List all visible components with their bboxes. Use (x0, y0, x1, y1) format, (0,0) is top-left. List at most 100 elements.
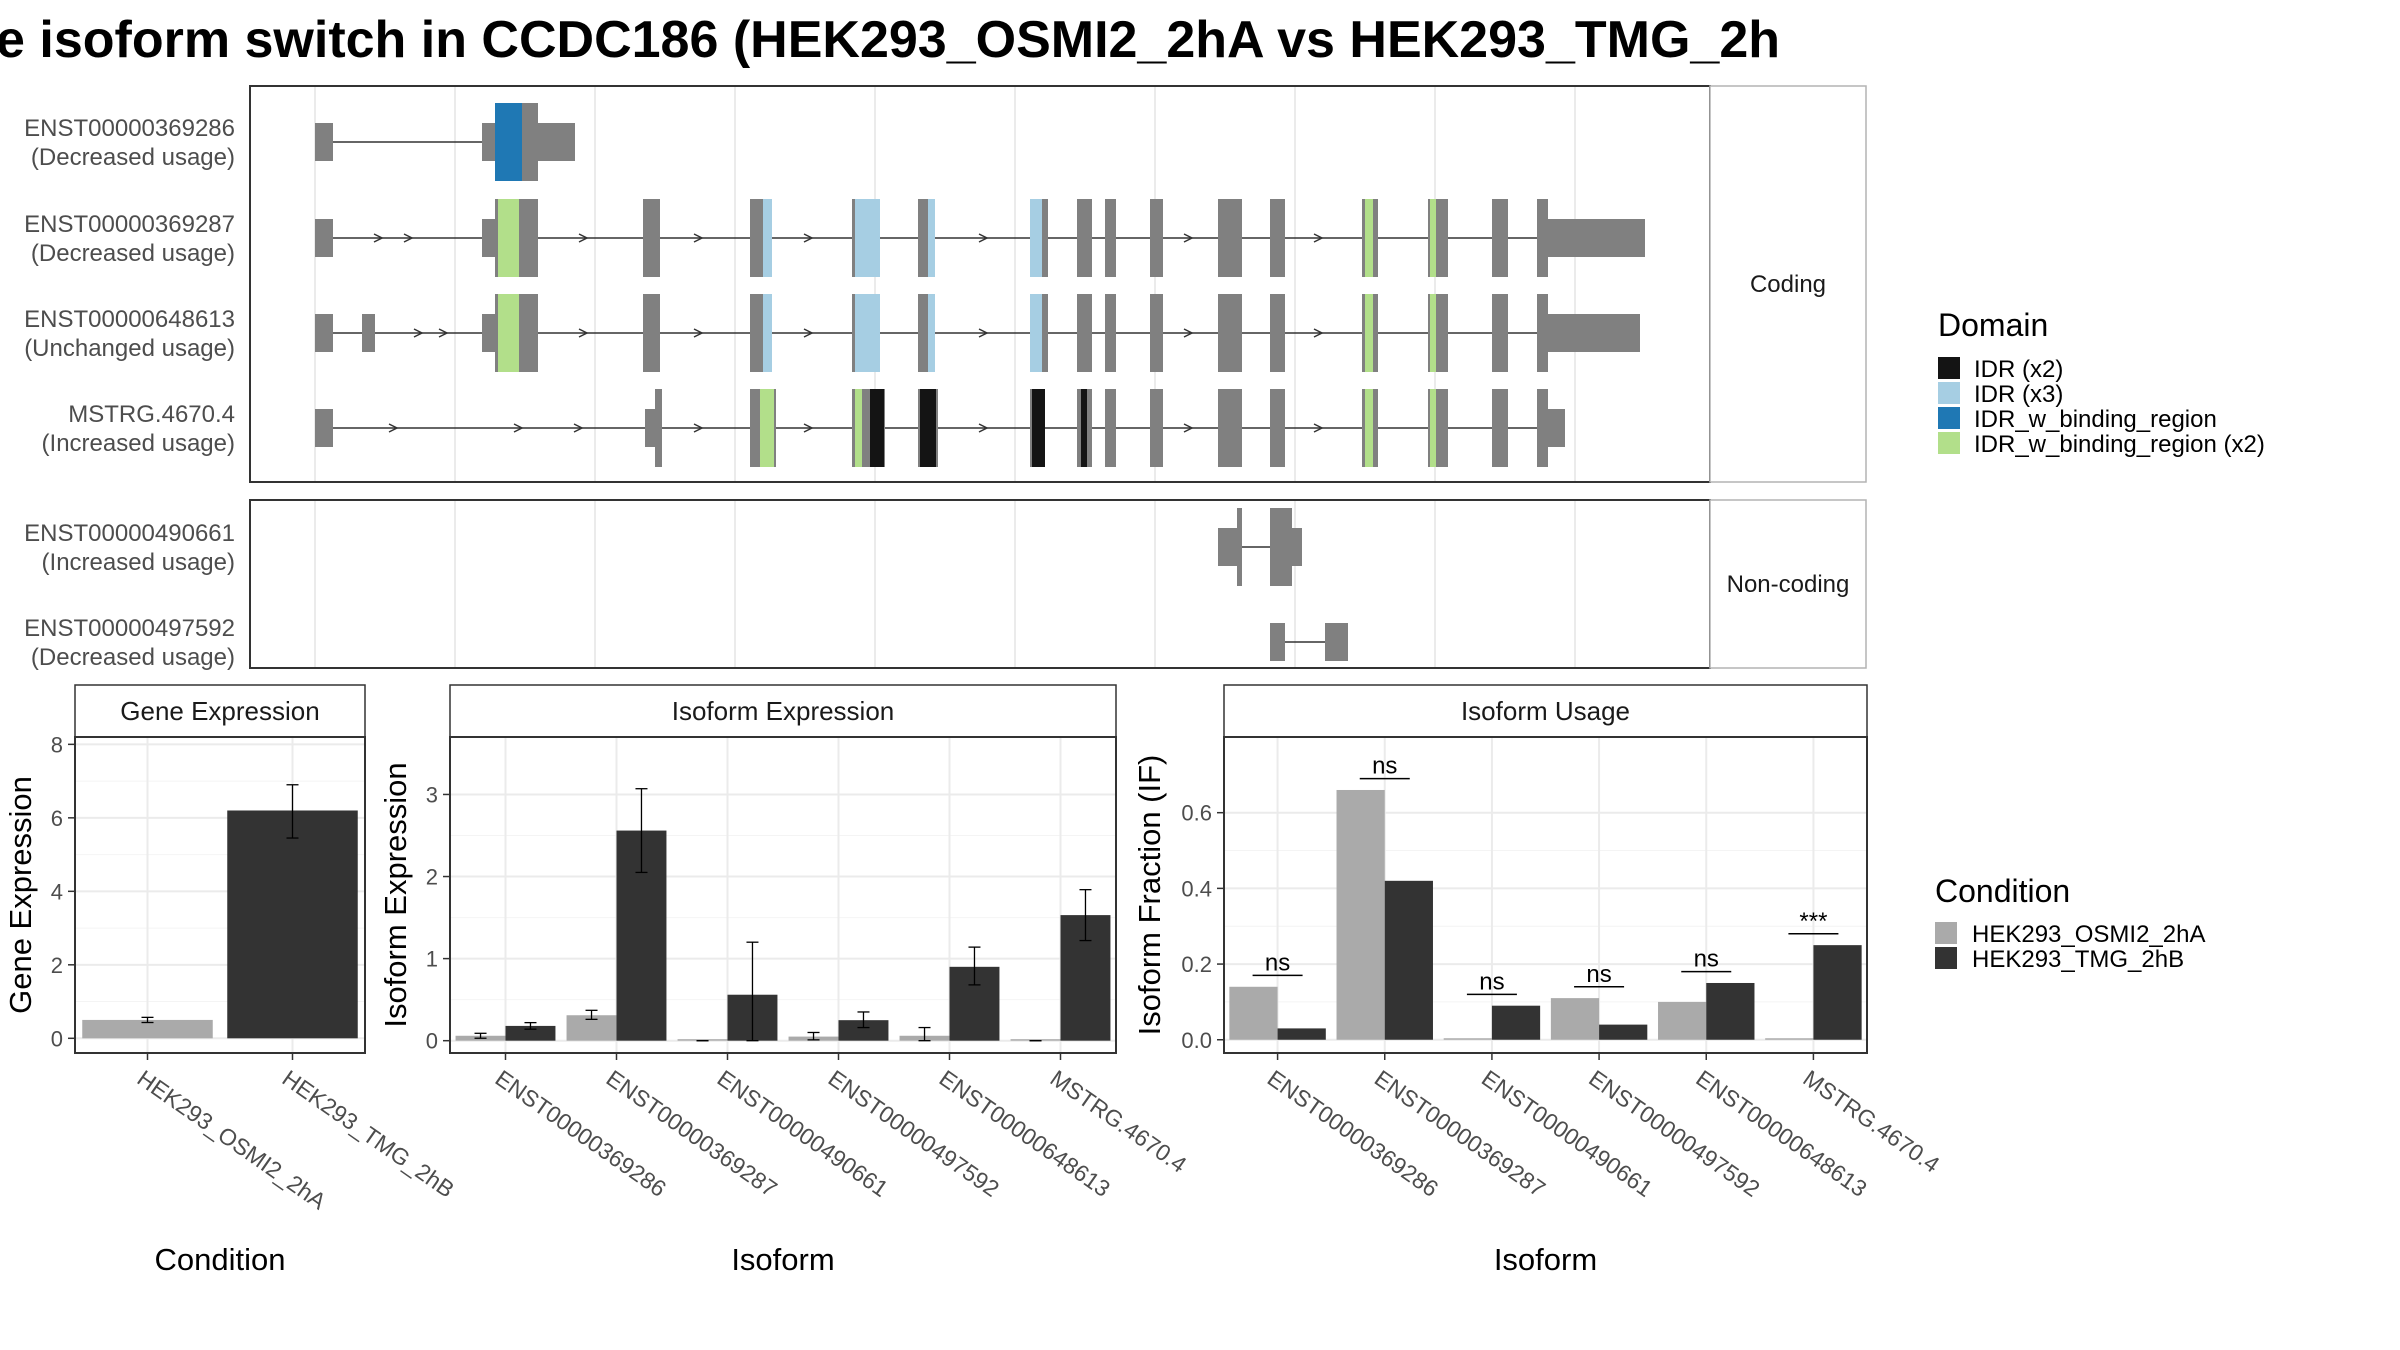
domain-legend-label: IDR (x3) (1974, 381, 2063, 408)
exon (522, 103, 538, 181)
bar (1336, 789, 1385, 1040)
exon (1270, 623, 1285, 661)
isoform-usage-label: (Unchanged usage) (24, 335, 235, 362)
isoform-expression-panel: Isoform Expression0123ENST00000369286ENS… (378, 684, 1192, 1277)
y-tick-label: 1 (426, 947, 438, 972)
condition-legend-swatch (1935, 947, 1957, 969)
panel-title: Isoform Usage (1461, 696, 1630, 726)
strand-arrow (403, 233, 414, 243)
facet-strip (74, 684, 366, 738)
domain-block (1032, 389, 1045, 467)
x-axis-title: Isoform (1494, 1242, 1597, 1277)
strand-arrow (573, 423, 584, 433)
significance-label: ns (1372, 753, 1397, 780)
domain-legend-swatch (1938, 407, 1960, 429)
y-tick-label: 0.4 (1181, 876, 1212, 901)
facet-strip (1223, 684, 1868, 738)
condition-legend-label: HEK293_OSMI2_2hA (1972, 921, 2205, 948)
strand-arrow (803, 423, 814, 433)
strand-arrow (438, 328, 449, 338)
domain-block (763, 294, 772, 372)
strand-arrow (1313, 328, 1324, 338)
exon (315, 123, 333, 161)
exon (643, 294, 660, 372)
exon (1105, 389, 1116, 467)
bar (82, 1019, 213, 1039)
isoform-usage-label: (Decreased usage) (31, 144, 235, 171)
exon (1150, 294, 1163, 372)
exon (1218, 528, 1238, 566)
exon (522, 294, 538, 372)
y-tick-label: 8 (51, 732, 63, 757)
domain-block (855, 199, 880, 277)
domain-legend-label: IDR (x2) (1974, 356, 2063, 383)
domain-block (1430, 199, 1436, 277)
domain-block (928, 199, 935, 277)
bar (1277, 1028, 1326, 1040)
bar (838, 1020, 889, 1041)
strand-arrow (513, 423, 524, 433)
exon (1218, 389, 1242, 467)
significance-label: ns (1586, 961, 1611, 988)
isoform-id-label: ENST00000497592 (24, 615, 235, 642)
panel-title: Isoform Expression (672, 696, 895, 726)
exon (315, 314, 333, 352)
strand-arrow (693, 423, 704, 433)
strand-arrow (1183, 328, 1194, 338)
condition-legend-title: Condition (1935, 873, 2070, 909)
bar (1443, 1038, 1492, 1040)
bar (1706, 982, 1755, 1040)
domain-block (498, 199, 519, 277)
exon (482, 219, 495, 257)
domain-block (1430, 294, 1436, 372)
exon (1218, 294, 1242, 372)
domain-block (1030, 294, 1042, 372)
y-tick-label: 2 (51, 953, 63, 978)
domain-block (920, 389, 936, 467)
domain-legend-swatch (1938, 432, 1960, 454)
strand-arrow (578, 328, 589, 338)
domain-block (1081, 389, 1087, 467)
domain-legend-label: IDR_w_binding_region (x2) (1974, 431, 2265, 458)
domain-block (1430, 389, 1436, 467)
strand-arrow (388, 423, 399, 433)
y-tick-label: 3 (426, 782, 438, 807)
bar (1550, 998, 1600, 1040)
domain-block (760, 389, 774, 467)
y-tick-label: 6 (51, 806, 63, 831)
exon (1548, 314, 1640, 352)
isoform-id-label: ENST00000369287 (24, 211, 235, 238)
exon (643, 199, 660, 277)
bar (1813, 945, 1862, 1040)
x-tick-label: ENST00000490661 (1477, 1065, 1657, 1202)
exon (1270, 389, 1285, 467)
strand-arrow (803, 328, 814, 338)
domain-block (855, 389, 862, 467)
strand-arrow (1313, 233, 1324, 243)
structure-panel-bg (250, 86, 1710, 482)
bar (505, 1025, 556, 1041)
facet-label-non-coding: Non-coding (1727, 571, 1850, 598)
x-axis-title: Condition (155, 1242, 286, 1277)
exon (482, 314, 495, 352)
exon (1537, 199, 1548, 277)
exon (1492, 199, 1508, 277)
domain-block (763, 199, 772, 277)
strand-arrow (803, 233, 814, 243)
y-axis-title: Isoform Expression (378, 762, 413, 1027)
exon (1105, 199, 1116, 277)
significance-label: ns (1479, 968, 1504, 995)
exon (1150, 199, 1163, 277)
exon (1218, 199, 1242, 277)
bar (1658, 1001, 1707, 1040)
exon (1325, 623, 1348, 661)
strand-arrow (1183, 233, 1194, 243)
bar (1599, 1024, 1648, 1040)
facet-strip (1709, 85, 1867, 483)
bar (1010, 1039, 1061, 1041)
exon (655, 389, 662, 467)
y-tick-label: 0.6 (1181, 801, 1212, 826)
